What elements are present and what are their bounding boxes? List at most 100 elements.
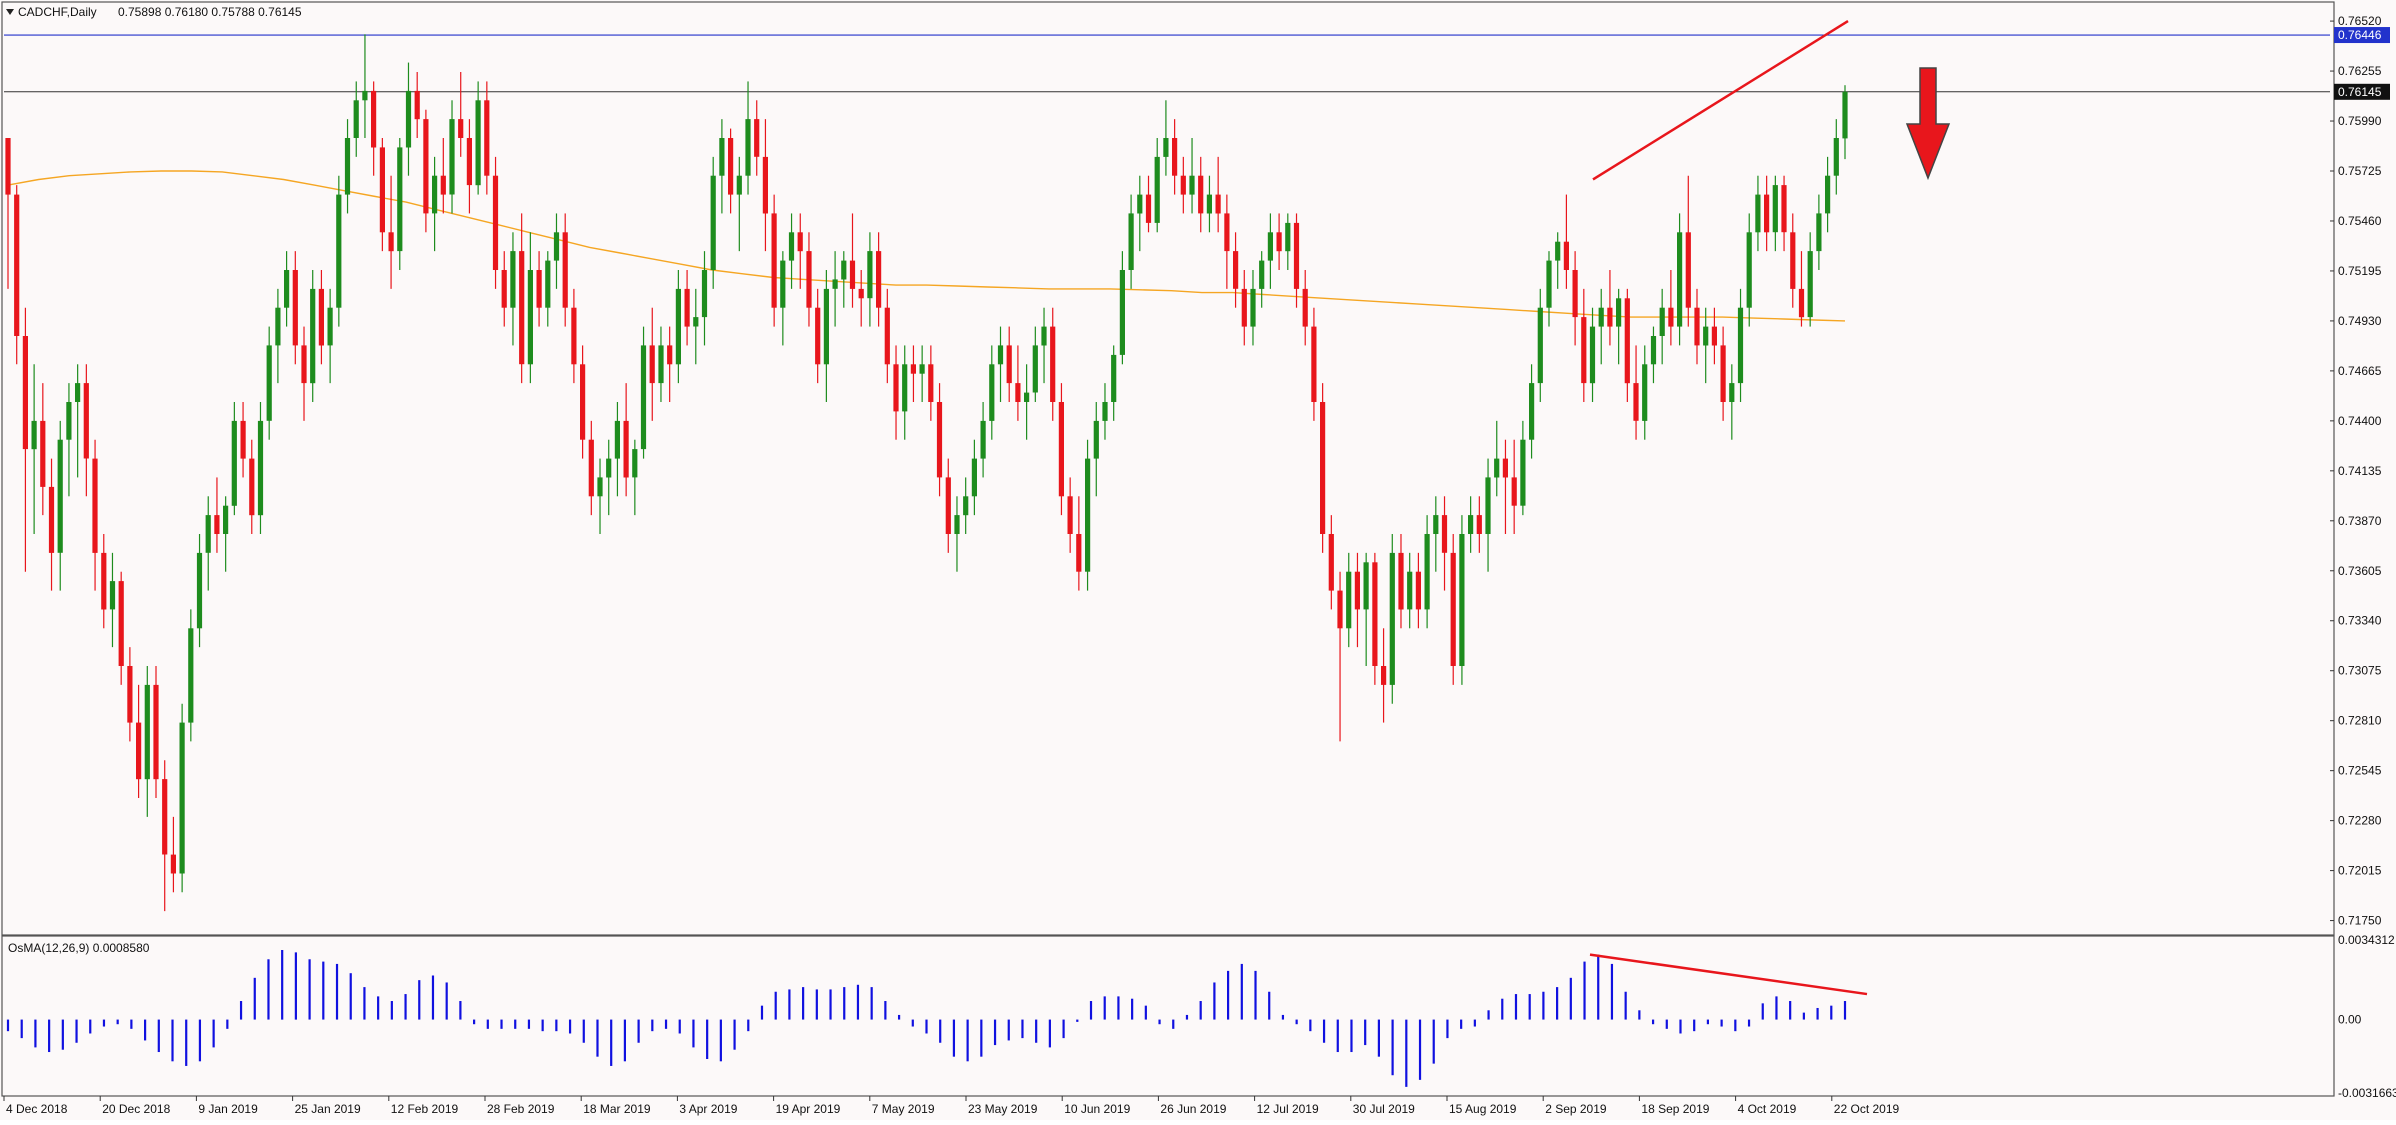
time-tick-label: 18 Sep 2019 [1641, 1102, 1709, 1116]
candle [1224, 194, 1230, 289]
candle [1302, 270, 1308, 346]
candle [475, 81, 481, 195]
candle-body [22, 336, 28, 450]
candle-body [536, 270, 542, 308]
candle-body [310, 288, 316, 384]
candle-body [1825, 175, 1831, 214]
candle [1842, 85, 1848, 160]
candle [484, 81, 490, 195]
candle [1685, 175, 1691, 327]
candle-body [1241, 288, 1247, 327]
candle-body [1746, 232, 1752, 308]
candle-body [545, 260, 551, 308]
candle [1790, 213, 1796, 308]
candle [858, 270, 864, 327]
candle [205, 496, 211, 591]
candle-body [1337, 590, 1343, 629]
candle [301, 326, 307, 421]
candle [240, 402, 246, 478]
candle-body [910, 364, 916, 374]
candle [1381, 628, 1387, 723]
candle-body [919, 364, 925, 374]
candle-body [1468, 515, 1474, 534]
candle-body [1563, 241, 1569, 270]
candle [658, 326, 664, 402]
candle-body [684, 288, 690, 327]
current-price-label: 0.76145 [2338, 85, 2382, 99]
candle-body [1320, 402, 1326, 534]
candle [257, 402, 264, 534]
candle [1415, 552, 1421, 629]
price-tick-label: 0.73075 [2338, 664, 2382, 678]
time-tick-label: 10 Jun 2019 [1064, 1102, 1130, 1116]
candle [1102, 383, 1108, 440]
candle [780, 251, 786, 346]
candle [728, 128, 734, 214]
candle [876, 232, 882, 327]
candle-body [1703, 326, 1709, 346]
candle-body [1589, 326, 1596, 384]
candle-body [1189, 175, 1195, 195]
candle [754, 100, 760, 176]
candle-body [1032, 345, 1038, 393]
candle-body [336, 194, 342, 308]
candle [1354, 552, 1360, 648]
candle-body [162, 779, 168, 855]
candle-body [1546, 260, 1552, 308]
down-arrow-icon [1905, 67, 1951, 181]
time-tick-label: 28 Feb 2019 [487, 1102, 555, 1116]
candle-body [1372, 562, 1378, 666]
candle [797, 213, 803, 289]
candle-body [458, 119, 464, 138]
candle [83, 364, 89, 497]
candle-body [849, 260, 856, 289]
price-tick-label: 0.75460 [2338, 214, 2382, 228]
candle [1076, 496, 1082, 591]
candle [196, 534, 203, 648]
candle-body [562, 232, 568, 308]
candle-body [153, 684, 159, 780]
candle [1189, 138, 1195, 214]
candle [806, 232, 812, 327]
candle [771, 194, 777, 327]
candle-body [301, 345, 307, 384]
candle [1572, 251, 1578, 346]
candle-body [1441, 515, 1448, 553]
candle [580, 345, 586, 459]
candle [1589, 307, 1596, 402]
candle-body [1215, 194, 1221, 214]
candle-body [1067, 496, 1073, 534]
price-tick-label: 0.73605 [2338, 564, 2382, 578]
osma-histogram [6, 949, 1847, 1087]
candle-body [1511, 477, 1517, 506]
candle-body [1198, 175, 1204, 214]
candle-body [1642, 364, 1648, 421]
candle [954, 496, 960, 572]
candle [640, 326, 647, 459]
candle-body [1677, 232, 1683, 327]
price-tick-label: 0.74135 [2338, 464, 2382, 478]
candle [902, 345, 908, 440]
candle [788, 213, 795, 289]
candle [1737, 288, 1744, 402]
candle [1694, 288, 1700, 365]
candle-body [1093, 420, 1099, 459]
candle [1137, 175, 1143, 252]
time-tick-label: 26 Jun 2019 [1160, 1102, 1226, 1116]
menu-triangle-icon[interactable] [6, 9, 14, 15]
candle-body [1233, 251, 1239, 289]
candle-body [144, 684, 150, 780]
candle [1450, 534, 1456, 685]
candle [736, 156, 742, 252]
candle [1659, 288, 1665, 365]
candle [1198, 156, 1204, 233]
candle [710, 156, 716, 289]
candle [1267, 213, 1273, 289]
candle-body [440, 175, 446, 195]
candle [101, 534, 107, 629]
candle-body [371, 90, 377, 148]
candle [997, 326, 1004, 402]
